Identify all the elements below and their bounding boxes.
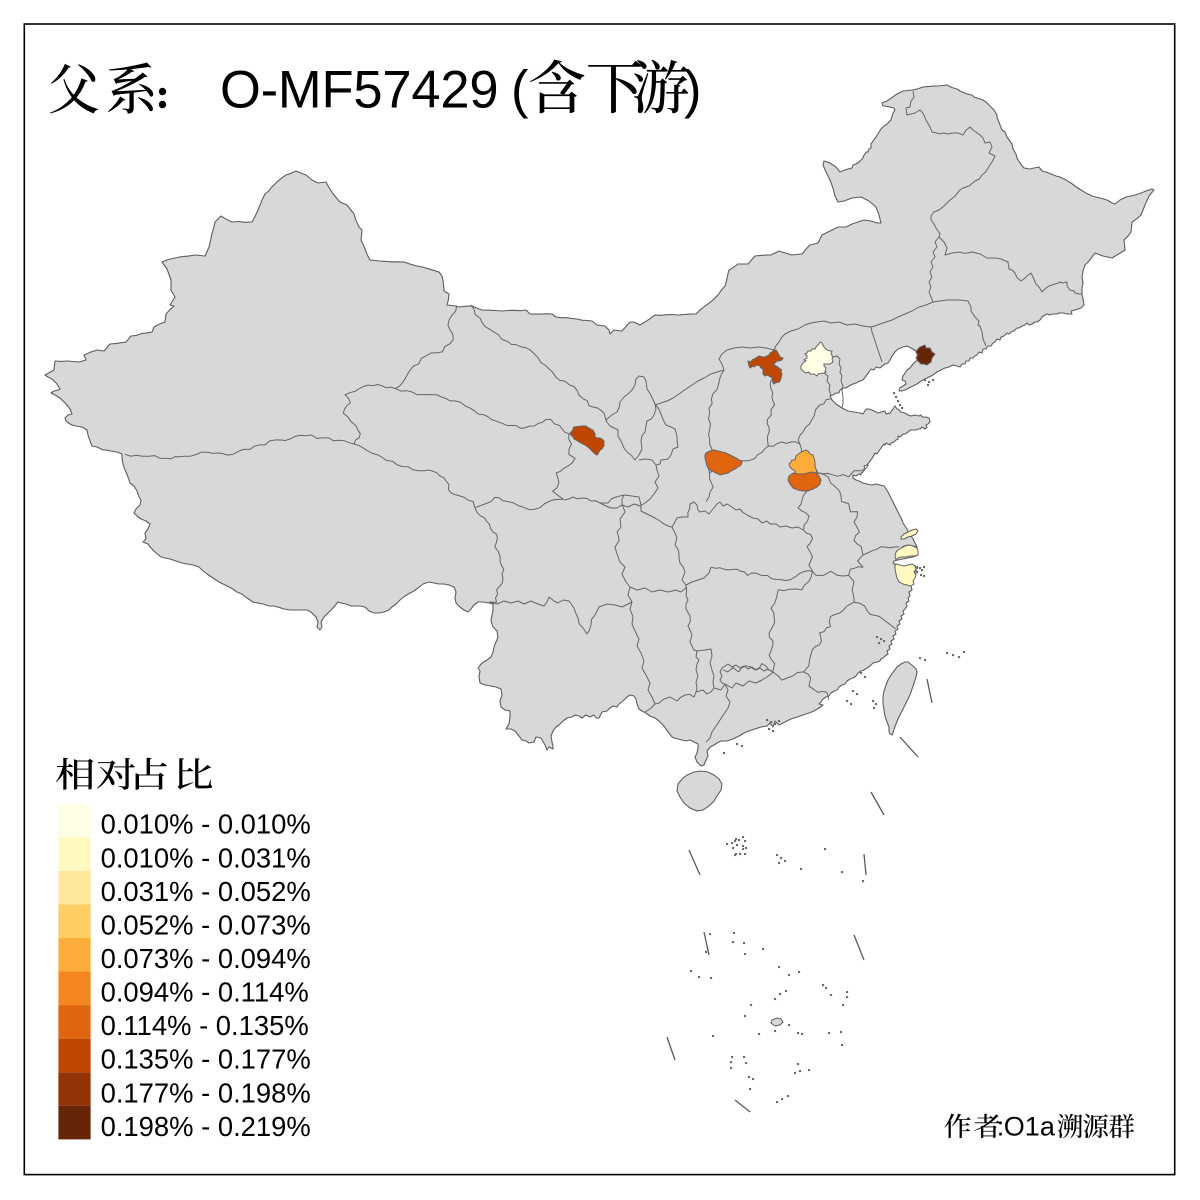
svg-text:O1a: O1a [1004, 1112, 1056, 1142]
svg-text:(: ( [511, 61, 529, 120]
svg-text:0.198% - 0.219%: 0.198% - 0.219% [101, 1111, 311, 1142]
svg-text:0.094% - 0.114%: 0.094% - 0.114% [101, 977, 309, 1008]
svg-text:0.052% - 0.073%: 0.052% - 0.073% [101, 909, 311, 940]
svg-text:): ) [684, 61, 701, 120]
svg-text:0.177% - 0.198%: 0.177% - 0.198% [101, 1077, 311, 1108]
svg-text:0.010% - 0.010%: 0.010% - 0.010% [101, 809, 311, 840]
svg-text:O-MF57429: O-MF57429 [220, 61, 498, 120]
svg-text:0.073% - 0.094%: 0.073% - 0.094% [101, 943, 311, 974]
svg-text:0.114% - 0.135%: 0.114% - 0.135% [101, 1010, 309, 1041]
svg-text::: : [997, 1112, 1005, 1142]
svg-text:0.135% - 0.177%: 0.135% - 0.177% [101, 1044, 311, 1075]
svg-text:0.010% - 0.031%: 0.010% - 0.031% [101, 842, 311, 873]
svg-text:0.031% - 0.052%: 0.031% - 0.052% [101, 876, 311, 907]
